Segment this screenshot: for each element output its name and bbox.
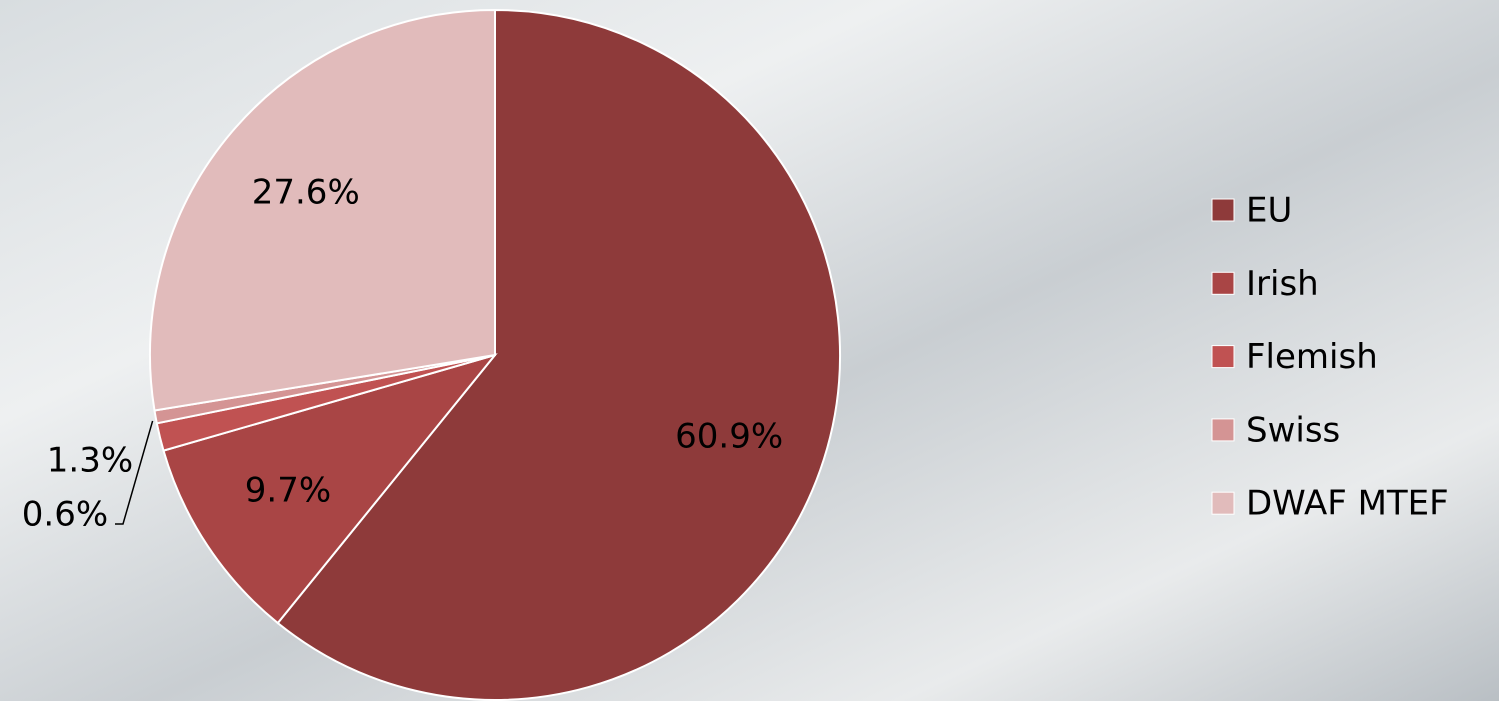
legend-label: EU xyxy=(1246,191,1292,231)
labels: 60.9% 9.7% 1.3% 0.6% 27.6% xyxy=(22,173,783,535)
legend-swatch xyxy=(1211,271,1235,295)
data-label: 60.9% xyxy=(675,416,783,456)
legend-swatch xyxy=(1211,345,1235,369)
legend-swatch xyxy=(1211,198,1235,222)
pie xyxy=(149,8,841,701)
data-label: 27.6% xyxy=(252,173,360,213)
pie-slice xyxy=(149,8,496,412)
data-label: 1.3% xyxy=(47,441,133,481)
legend-label: Flemish xyxy=(1246,337,1378,377)
legend-swatch xyxy=(1211,491,1235,515)
legend-label: Swiss xyxy=(1246,410,1340,450)
legend-label: DWAF MTEF xyxy=(1246,484,1449,524)
legend-label: Irish xyxy=(1246,264,1319,304)
pie-slice xyxy=(162,353,498,625)
leader-line xyxy=(115,420,154,525)
data-label: 9.7% xyxy=(245,471,331,511)
legend-swatch xyxy=(1211,418,1235,442)
data-label: 0.6% xyxy=(22,495,108,535)
legend: EU Irish Flemish Swiss DWAF MTEF xyxy=(1211,191,1449,524)
pie-slice xyxy=(276,8,841,701)
